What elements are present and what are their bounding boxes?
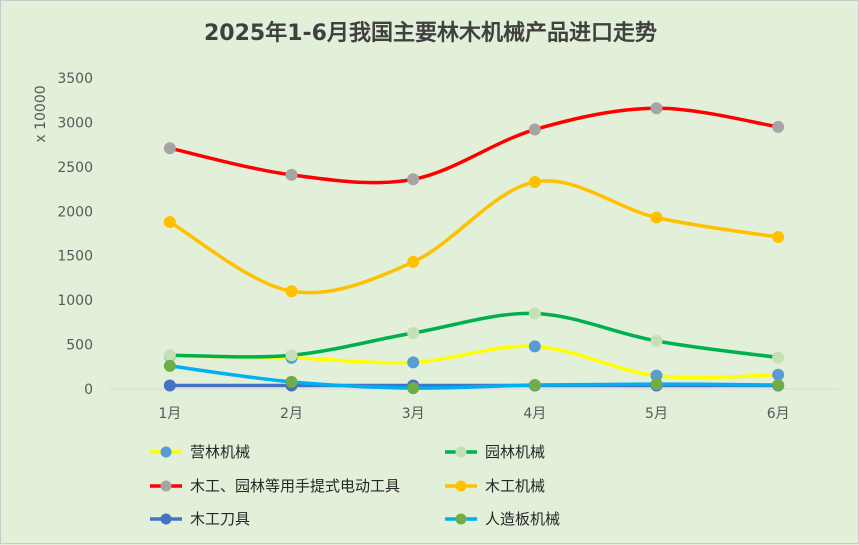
series-3-point [650,102,663,115]
series-6-point [407,382,420,395]
series-3-point [407,173,420,186]
series-2-point [163,349,176,362]
series-4-point [528,175,541,188]
legend-swatch [445,446,477,458]
series-4-point [650,211,663,224]
legend-swatch [150,480,182,492]
series-1-point [407,356,420,369]
legend-swatch [445,513,477,525]
legend-swatch [445,480,477,492]
legend-label: 木工刀具 [190,510,251,528]
legend-label: 人造板机械 [485,510,561,528]
y-tick-label: 3500 [57,71,93,87]
series-3-point [528,123,541,136]
series-line-1 [168,344,780,380]
series-6-point [650,378,663,391]
series-line-2 [168,311,780,360]
legend-swatch [150,446,182,458]
x-tick-label: 5月 [645,406,668,422]
series-6-point [528,379,541,392]
series-line-3 [168,106,780,185]
series-1-point [772,368,785,381]
series-5-point [163,379,176,392]
x-tick-label: 3月 [402,406,425,422]
series-3-point [163,142,176,155]
series-6-point [285,375,298,388]
series-4-point [772,231,785,244]
x-tick-label: 1月 [158,406,181,422]
x-tick-label: 2月 [280,406,303,422]
legend-label: 木工机械 [485,477,546,495]
series-2-point [528,307,541,320]
series-line-6 [168,364,780,390]
y-tick-label: 3000 [57,115,93,131]
y-tick-label: 1500 [57,249,93,265]
legend-label: 木工、园林等用手提式电动工具 [190,477,401,495]
y-tick-label: 2000 [57,204,93,220]
y-tick-label: 500 [66,338,93,354]
legend-swatch [150,513,182,525]
series-4-point [163,215,176,228]
series-line-4 [168,179,780,295]
legend-label: 营林机械 [190,443,251,461]
y-axis-title: x 10000 [33,85,49,142]
series-4-point [285,285,298,298]
chart-title: 2025年1-6月我国主要林木机械产品进口走势 [204,21,657,46]
series-3-point [285,168,298,181]
series-3-point [772,120,785,133]
x-tick-label: 4月 [523,406,546,422]
series-6-point [163,359,176,372]
legend-label: 园林机械 [485,443,546,461]
series-2-point [772,351,785,364]
y-tick-label: 0 [84,382,93,398]
y-tick-label: 1000 [57,293,93,309]
series-1-point [528,340,541,353]
series-2-point [407,327,420,340]
series-2-point [285,349,298,362]
series-2-point [650,335,663,348]
x-tick-label: 6月 [767,406,790,422]
series-4-point [407,255,420,268]
y-tick-label: 2500 [57,160,93,176]
series-6-point [772,379,785,392]
